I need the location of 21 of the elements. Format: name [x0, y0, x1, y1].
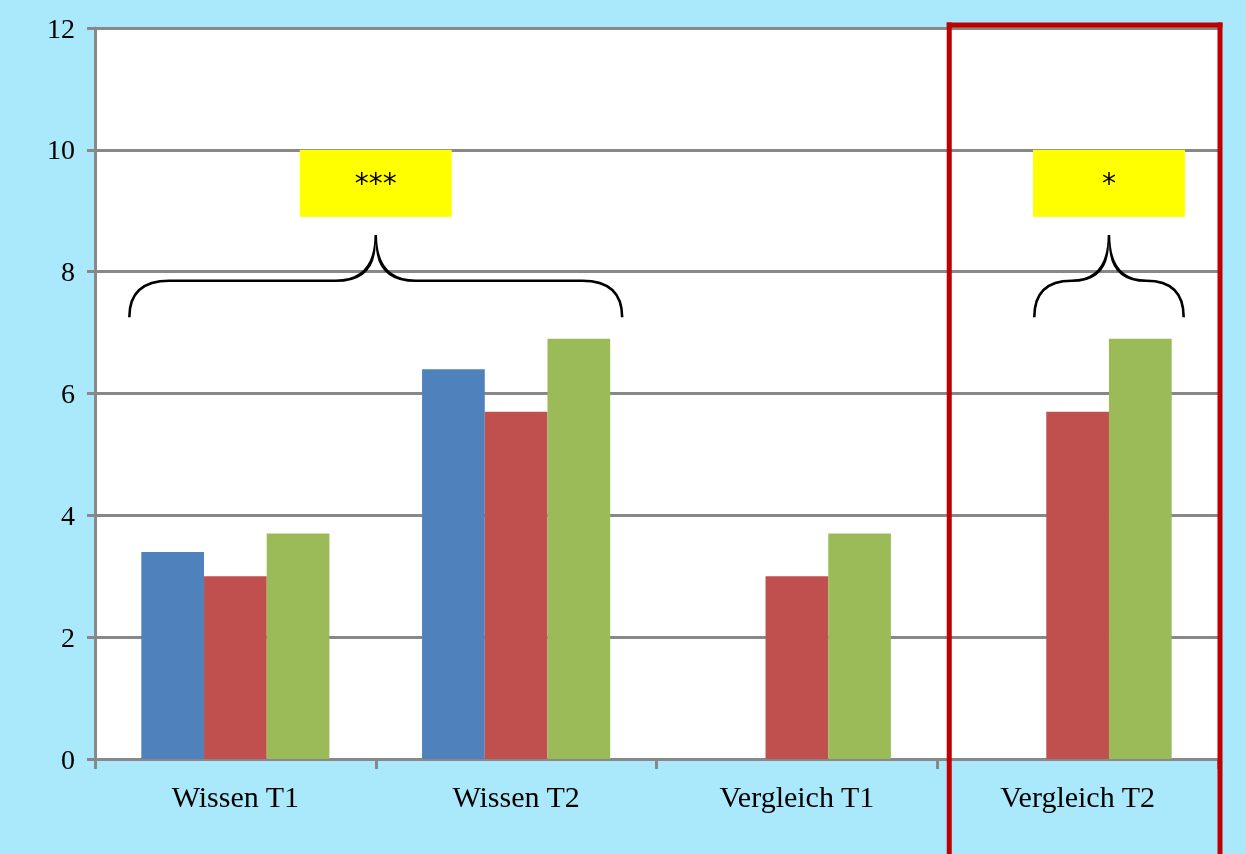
y-tick-label: 12	[47, 12, 75, 44]
y-tick-label: 6	[61, 378, 75, 409]
bar	[547, 338, 611, 759]
bar	[1046, 411, 1109, 759]
bar	[266, 533, 330, 759]
x-tick-label: Vergleich T1	[719, 779, 875, 813]
bar	[484, 411, 548, 759]
y-tick-label: 10	[47, 134, 75, 166]
bar	[422, 369, 485, 759]
x-tick-label: Wissen T1	[171, 779, 300, 813]
y-tick-label: 2	[61, 621, 75, 653]
y-tick-label: 0	[61, 743, 75, 775]
y-tick-label: 4	[61, 499, 75, 531]
bar	[828, 533, 891, 759]
x-tick-label: Vergleich T2	[1000, 779, 1155, 813]
bar	[204, 576, 267, 759]
bar	[141, 551, 205, 759]
y-tick-label: 8	[61, 256, 75, 288]
bar	[1108, 338, 1172, 759]
bar	[765, 576, 829, 759]
x-tick-label: Wissen T2	[452, 779, 580, 813]
